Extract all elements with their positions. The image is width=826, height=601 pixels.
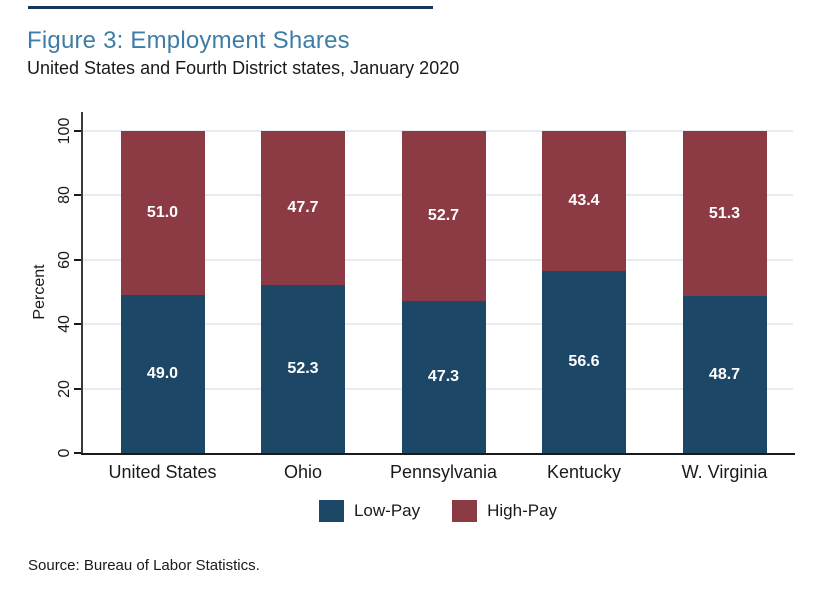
legend-item-low-pay: Low-Pay [318, 500, 421, 522]
y-tick-mark-0 [74, 452, 83, 454]
value-label-low-pay-w-virginia: 48.7 [708, 365, 741, 383]
value-label-high-pay-united-states: 51.0 [146, 204, 179, 222]
bar-high-pay-pennsylvania: 52.7 [401, 131, 486, 301]
y-tick-label-100: 100 [56, 117, 73, 145]
y-tick-mark-80 [74, 194, 83, 197]
y-axis-title: Percent [31, 264, 48, 320]
source-note: Source: Bureau of Labor Statistics. [28, 557, 260, 574]
figure-subtitle: United States and Fourth District states… [27, 58, 460, 78]
bar-low-pay-ohio: 52.3 [261, 284, 345, 453]
value-label-low-pay-kentucky: 56.6 [568, 352, 600, 370]
y-tick-mark-40 [74, 323, 83, 326]
bar-high-pay-w-virginia: 51.3 [682, 131, 767, 297]
value-label-high-pay-pennsylvania: 52.7 [427, 206, 460, 224]
x-category-label-united-states: United States [108, 462, 217, 482]
y-tick-mark-60 [74, 258, 83, 261]
bar-low-pay-kentucky: 56.6 [542, 270, 626, 453]
value-label-low-pay-united-states: 49.0 [146, 365, 179, 383]
y-tick-label-40: 40 [56, 315, 73, 334]
legend-swatch-high-pay [452, 500, 478, 522]
y-tick-label-0: 0 [56, 448, 73, 458]
y-axis-line [81, 112, 83, 455]
x-category-label-kentucky: Kentucky [546, 462, 622, 482]
bar-high-pay-united-states: 51.0 [120, 131, 205, 296]
x-category-label-w-virginia: W. Virginia [681, 462, 768, 482]
value-label-low-pay-pennsylvania: 47.3 [427, 367, 460, 385]
y-tick-label-80: 80 [56, 186, 73, 205]
bar-low-pay-w-virginia: 48.7 [682, 296, 767, 453]
value-label-high-pay-w-virginia: 51.3 [708, 204, 741, 222]
accent-rule [28, 6, 433, 9]
value-label-high-pay-ohio: 47.7 [287, 198, 319, 216]
bar-low-pay-united-states: 49.0 [120, 295, 205, 453]
x-category-label-ohio: Ohio [283, 462, 323, 482]
legend-label-high-pay: High-Pay [487, 501, 558, 520]
legend-swatch-low-pay [318, 500, 344, 522]
bar-low-pay-pennsylvania: 47.3 [401, 300, 486, 453]
y-tick-label-60: 60 [56, 250, 73, 269]
figure-title: Figure 3: Employment Shares [27, 27, 350, 54]
legend-item-high-pay: High-Pay [452, 500, 557, 522]
chart-legend: Low-Pay High-Pay [83, 500, 793, 522]
value-label-low-pay-ohio: 52.3 [287, 359, 319, 377]
legend-label-low-pay: Low-Pay [353, 501, 421, 520]
x-category-label-pennsylvania: Pennsylvania [389, 462, 498, 482]
bar-high-pay-kentucky: 43.4 [542, 131, 626, 271]
bar-high-pay-ohio: 47.7 [261, 131, 345, 285]
x-axis-line [81, 453, 795, 455]
value-label-high-pay-kentucky: 43.4 [568, 191, 600, 209]
y-tick-mark-20 [74, 387, 83, 390]
y-tick-label-20: 20 [56, 379, 73, 398]
y-tick-mark-100 [74, 130, 83, 132]
